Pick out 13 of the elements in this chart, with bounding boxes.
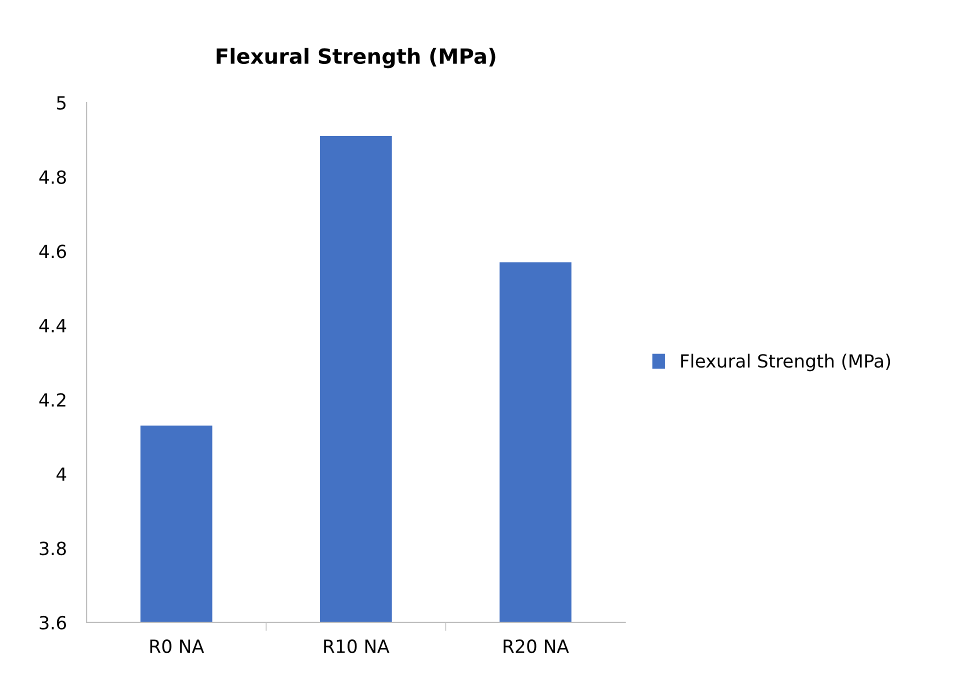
y-tick-label: 4.8 [39,170,66,184]
chart-title: Flexural Strength (MPa) [216,48,496,68]
legend-label: Flexural Strength (MPa) [681,354,890,372]
y-tick-label: 4.2 [39,393,66,407]
y-tick-label: 3.6 [40,616,66,630]
x-tick-label: R0 NA [150,639,204,654]
y-tick-label: 3.8 [40,542,66,556]
y-tick-label: 4 [56,468,66,481]
y-tick-label: 4.6 [39,244,66,258]
y-tick-label: 5 [57,96,66,110]
x-tick-label: R10 NA [324,639,390,654]
x-tick-label: R20 NA [504,639,569,654]
y-tick-label: 4.4 [39,319,66,332]
